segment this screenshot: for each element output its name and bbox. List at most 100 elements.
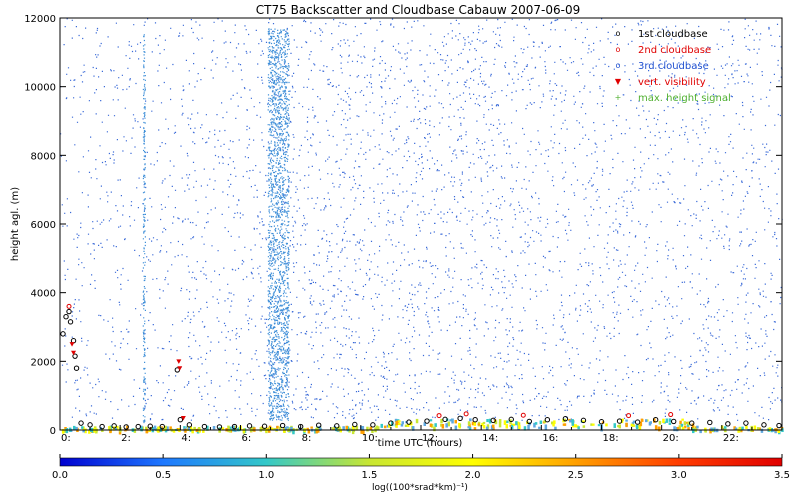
boundary-layer-cell xyxy=(590,423,593,426)
boundary-layer-cell xyxy=(512,423,516,426)
boundary-layer-cell xyxy=(527,424,530,430)
boundary-layer-cell xyxy=(292,429,295,435)
boundary-layer-cell xyxy=(189,426,193,430)
boundary-layer-cell xyxy=(571,419,574,424)
cloudbase-1st-point xyxy=(201,423,208,430)
cloudbase-2nd-point xyxy=(626,413,632,419)
cloudbase-1st-point xyxy=(616,418,623,424)
cloudbase-1st-point xyxy=(246,423,253,429)
boundary-layer-cell xyxy=(198,428,201,433)
boundary-layer-cell xyxy=(145,428,149,434)
boundary-layer-cell xyxy=(228,428,232,433)
boundary-layer-cell xyxy=(758,427,761,430)
boundary-layer-cell xyxy=(640,418,644,422)
boundary-layer-cell xyxy=(486,424,490,429)
boundary-layer-cell xyxy=(498,422,502,428)
boundary-layer-cell xyxy=(668,418,672,422)
boundary-layer-cell xyxy=(551,421,554,425)
boundary-layer-cell xyxy=(377,426,380,430)
y-tick-label: 4000 xyxy=(31,289,56,300)
boundary-layer-backscatter xyxy=(61,418,784,435)
boundary-layer-cell xyxy=(699,429,702,434)
boundary-layer-cell xyxy=(696,425,699,429)
backscatter-band xyxy=(142,34,146,424)
boundary-layer-cell xyxy=(687,421,690,426)
boundary-layer-cell xyxy=(482,424,486,429)
boundary-layer-cell xyxy=(151,427,155,430)
boundary-layer-cell xyxy=(760,428,764,433)
boundary-layer-cell xyxy=(683,421,687,426)
boundary-layer-cell xyxy=(406,424,410,427)
boundary-layer-cell xyxy=(345,425,348,430)
x-tick-label: 20: xyxy=(663,433,679,444)
boundary-layer-cell xyxy=(458,422,461,428)
boundary-layer-cell xyxy=(268,429,271,433)
cloudbase-1st-point xyxy=(370,422,376,428)
colorbar-tick-label: 2.0 xyxy=(465,470,481,481)
boundary-layer-cell xyxy=(65,428,69,434)
cloudbase-1st-point xyxy=(761,422,767,428)
legend-symbol: o xyxy=(616,61,621,70)
boundary-layer-cell xyxy=(676,426,680,430)
boundary-layer-cell xyxy=(692,428,695,434)
boundary-layer-cell xyxy=(434,423,437,427)
cloudbase-2nd-point xyxy=(520,412,526,418)
boundary-layer-cell xyxy=(467,421,471,426)
cloudbase-1st-point xyxy=(406,419,412,425)
y-axis-label: height agl. (m) xyxy=(10,187,21,261)
boundary-layer-cell xyxy=(523,426,527,431)
cloudbase-1st-point xyxy=(598,419,605,425)
boundary-layer-cell xyxy=(601,421,605,424)
cloudbase-1st-point xyxy=(634,419,641,425)
boundary-layer-cell xyxy=(451,418,454,424)
boundary-layer-cell xyxy=(680,423,684,427)
boundary-layer-cell xyxy=(317,429,320,433)
boundary-layer-cell xyxy=(683,425,687,429)
boundary-layer-cell xyxy=(212,426,216,430)
boundary-layer-cell xyxy=(307,429,311,434)
boundary-layer-cell xyxy=(582,420,585,423)
boundary-layer-cell xyxy=(250,427,253,430)
boundary-layer-cell xyxy=(140,427,143,432)
boundary-layer-cell xyxy=(613,423,616,428)
cloudbase-1st-point xyxy=(580,417,587,424)
boundary-layer-cell xyxy=(218,428,221,433)
boundary-layer-cell xyxy=(563,418,566,422)
boundary-layer-cell xyxy=(400,423,404,427)
x-tick-label: 4: xyxy=(181,433,191,444)
boundary-layer-cell xyxy=(582,425,586,428)
cloudbase-1st-point xyxy=(159,423,165,430)
y-tick-label: 0 xyxy=(50,426,56,437)
cloudbase-1st-point xyxy=(135,423,141,430)
x-tick-label: 0: xyxy=(61,433,71,444)
boundary-layer-cell xyxy=(81,426,84,429)
colorbar-tick-label: 0.5 xyxy=(155,470,171,481)
cloudbase-1st-point xyxy=(111,423,117,429)
boundary-layer-cell xyxy=(563,423,567,426)
boundary-layer-cell xyxy=(318,425,322,431)
y-tick-label: 8000 xyxy=(31,151,56,162)
legend-symbol: o xyxy=(616,29,621,38)
boundary-layer-cell xyxy=(206,425,209,431)
boundary-layer-cell xyxy=(741,426,744,430)
boundary-layer-cell xyxy=(84,428,87,434)
cloudbase-1st-point xyxy=(457,415,463,422)
boundary-layer-cell xyxy=(618,424,621,429)
colorbar-gradient xyxy=(59,457,783,467)
boundary-layer-cell xyxy=(577,426,580,430)
boundary-layer-cell xyxy=(191,428,194,434)
cloudbase-1st-point xyxy=(60,331,66,337)
x-tick-label: 22: xyxy=(723,433,739,444)
boundary-layer-cell xyxy=(169,426,172,430)
boundary-layer-cell xyxy=(375,425,379,430)
boundary-layer-cell xyxy=(286,426,289,429)
boundary-layer-cell xyxy=(133,428,137,433)
cloudbase-1st-point xyxy=(776,422,782,429)
boundary-layer-cell xyxy=(64,427,67,430)
boundary-layer-cell xyxy=(473,421,477,426)
boundary-layer-cell xyxy=(164,425,167,430)
vert-visibility-point xyxy=(71,350,77,356)
boundary-layer-cell xyxy=(202,429,205,433)
boundary-layer-cell xyxy=(506,420,509,424)
boundary-layer-cell xyxy=(388,424,391,428)
